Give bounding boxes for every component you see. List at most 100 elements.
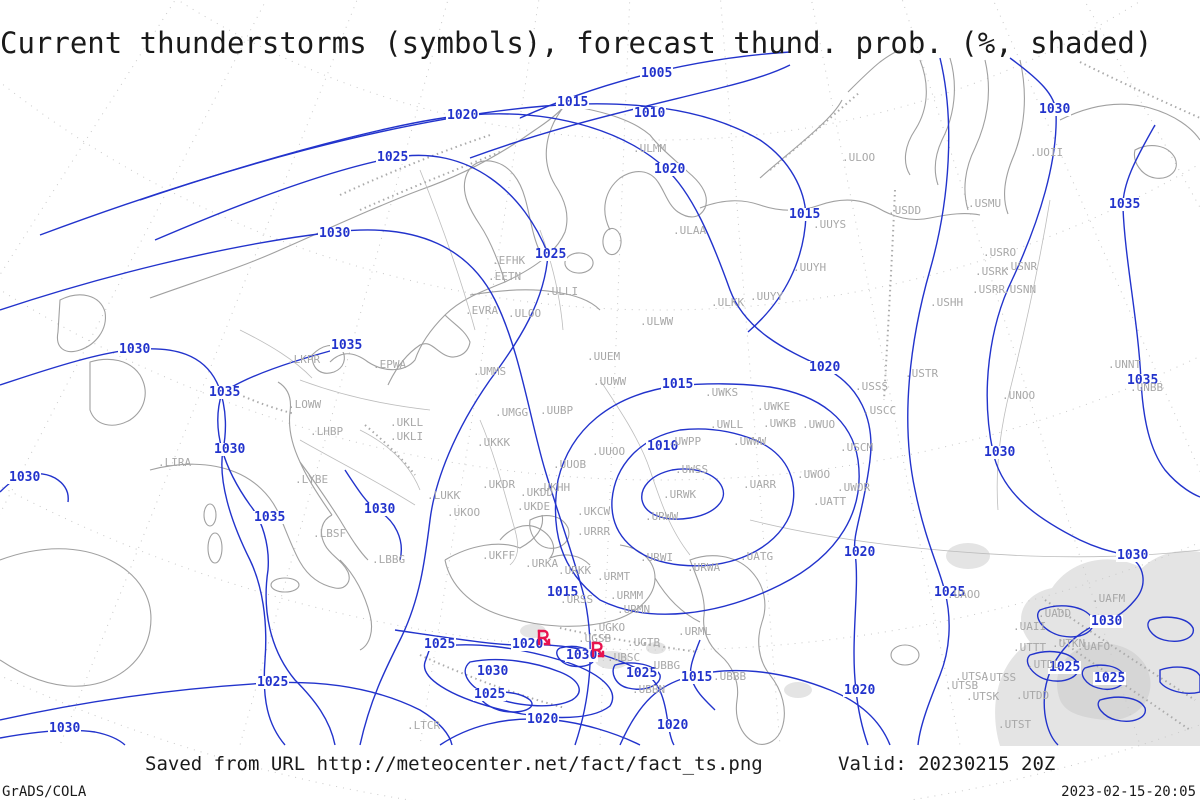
isobar-label: 1015 xyxy=(680,670,714,685)
station-label: .USSS xyxy=(855,380,889,393)
station-label: .USRO xyxy=(983,246,1017,259)
isobar-label: 1035 xyxy=(253,510,287,525)
station-label: .URWW xyxy=(645,510,679,523)
station-label: .URKA xyxy=(525,557,559,570)
isobar-label: 1035 xyxy=(1126,373,1160,388)
isobar-label: 1020 xyxy=(843,683,877,698)
isobar-label: 1030 xyxy=(1090,614,1124,629)
station-label: .UKDD xyxy=(520,486,554,499)
isobar-label: 1025 xyxy=(376,150,410,165)
station-label: .USRR xyxy=(972,283,1006,296)
station-label: .LKPR xyxy=(287,353,321,366)
station-label: .UATG xyxy=(740,550,774,563)
station-label: .UTSS xyxy=(983,671,1017,684)
station-label: .UKFF xyxy=(482,549,516,562)
isobar-label: 1030 xyxy=(565,648,599,663)
station-label: .UOII xyxy=(1030,146,1064,159)
station-label: .UUYY xyxy=(750,290,784,303)
station-label: .ULAA xyxy=(673,224,707,237)
isobar-label: 1010 xyxy=(633,106,667,121)
isobar-label: 1030 xyxy=(1116,548,1150,563)
isobar-label: 1020 xyxy=(843,545,877,560)
station-label: .ULWW xyxy=(640,315,674,328)
isobar-label: 1020 xyxy=(511,637,545,652)
station-label: .UAII xyxy=(1013,620,1047,633)
thunderstorm-symbol xyxy=(590,641,606,659)
station-label: .UTDD xyxy=(1016,689,1050,702)
station-label: .UKDR xyxy=(482,478,516,491)
map-title: Current thunderstorms (symbols), forecas… xyxy=(0,26,1153,60)
isobar-label: 1025 xyxy=(534,247,568,262)
station-label: .UTKN xyxy=(1052,637,1086,650)
isobar-label: 1015 xyxy=(661,377,695,392)
station-label: .URMM xyxy=(610,589,644,602)
station-label: .EETN xyxy=(488,270,522,283)
station-label: .UTTT xyxy=(1013,641,1047,654)
station-label: .ULKK xyxy=(711,296,745,309)
station-label: .URWA xyxy=(687,561,721,574)
station-label: .ULOO xyxy=(842,151,876,164)
station-label: .URSS xyxy=(560,593,594,606)
station-label: .UMMS xyxy=(473,365,507,378)
station-label: .USNR xyxy=(1004,260,1038,273)
generator-credit-text: GrADS/COLA xyxy=(2,784,87,800)
station-label: .UAOO xyxy=(947,588,981,601)
station-label: .UGSB xyxy=(578,632,612,645)
isobar-label: 1020 xyxy=(656,718,690,733)
station-label: .USDD xyxy=(888,204,922,217)
station-label: .USRK xyxy=(975,265,1009,278)
station-label: .UNNT xyxy=(1108,358,1142,371)
station-label: .USNN xyxy=(1003,283,1037,296)
station-label: .USCM xyxy=(840,441,874,454)
station-label: .LHBP xyxy=(310,425,344,438)
station-label: .UNOO xyxy=(1002,389,1036,402)
station-label: .UATT xyxy=(813,495,847,508)
station-label: .UGKO xyxy=(592,621,626,634)
station-label: .EFHK xyxy=(492,254,526,267)
station-label: .USMU xyxy=(968,197,1002,210)
station-label: .UUOO xyxy=(592,445,626,458)
station-label: .UAFO xyxy=(1077,640,1111,653)
station-label: .LUKK xyxy=(427,489,461,502)
station-label: .UWPP xyxy=(668,435,702,448)
isobar-label: 1030 xyxy=(213,442,247,457)
station-label: .UBBG xyxy=(647,659,681,672)
station-label: .LBBG xyxy=(372,553,406,566)
coastline-layer xyxy=(0,49,1200,745)
isobar-label: 1030 xyxy=(363,502,397,517)
station-label: .UWKS xyxy=(705,386,739,399)
station-label: .USHH xyxy=(930,296,964,309)
station-label: .UKCW xyxy=(577,505,611,518)
station-label: .LYBE xyxy=(295,473,329,486)
station-label: .UBSC xyxy=(607,651,641,664)
station-label: .UTST xyxy=(998,718,1032,731)
station-label: .UTDL xyxy=(1027,658,1061,671)
station-label: .UKLL xyxy=(390,416,424,429)
isobar-label: 1020 xyxy=(808,360,842,375)
station-label: .URMT xyxy=(597,570,631,583)
saved-url-text: Saved from URL http://meteocenter.net/fa… xyxy=(145,753,763,775)
isobar-label: 1025 xyxy=(1048,660,1082,675)
station-label: .UUYS xyxy=(813,218,847,231)
station-label: .UTSB xyxy=(945,679,979,692)
station-label: .UWSS xyxy=(675,463,709,476)
station-label: .URRR xyxy=(577,525,611,538)
isobar-label: 1020 xyxy=(526,712,560,727)
station-label: .LIRA xyxy=(158,456,192,469)
valid-time-text: Valid: 20230215 20Z xyxy=(838,753,1056,775)
station-label: .UADD xyxy=(1038,607,1072,620)
station-label: .URKK xyxy=(558,564,592,577)
station-label: .UKHH xyxy=(537,481,571,494)
isobar-label: 1025 xyxy=(423,637,457,652)
station-label: .EVRA xyxy=(465,304,499,317)
station-label: .UNBB xyxy=(1130,381,1164,394)
isobar-label: 1020 xyxy=(446,108,480,123)
station-label: .URWK xyxy=(663,488,697,501)
station-label: .UUBP xyxy=(540,404,574,417)
station-label: .UGTB xyxy=(627,636,661,649)
station-label: .ULOO xyxy=(508,307,542,320)
station-label: .UBBB xyxy=(713,670,747,683)
station-label: .UWKE xyxy=(757,400,791,413)
